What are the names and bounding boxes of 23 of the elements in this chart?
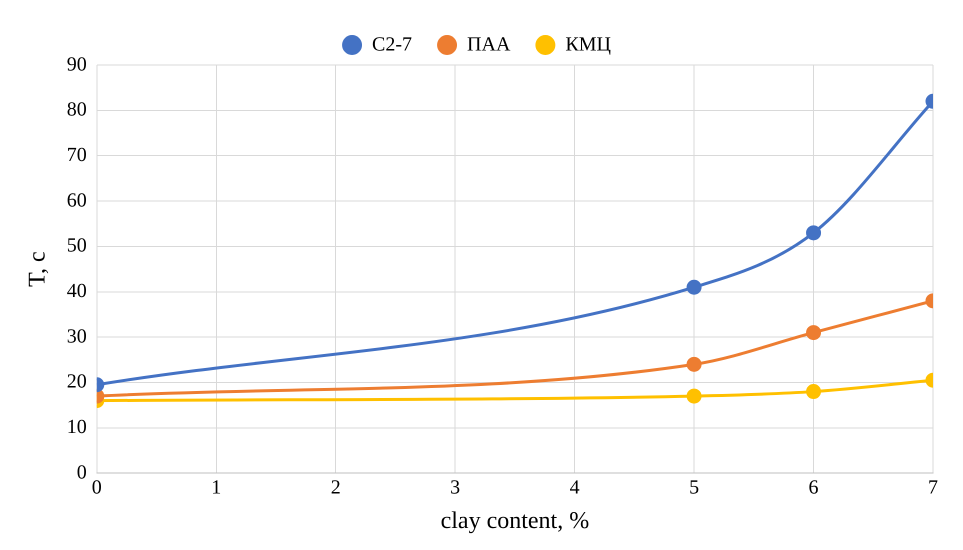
y-tick-label: 90 [66,53,87,76]
legend-label: ПАА [467,33,511,56]
x-tick-label: 2 [330,476,341,498]
x-tick-label: 6 [808,476,819,498]
x-tick-label: 0 [92,476,102,498]
x-tick-label: 1 [211,476,222,498]
y-tick-label: 30 [66,325,87,348]
legend-label: С2-7 [372,33,412,56]
x-tick-label: 3 [450,476,460,498]
y-tick-label: 80 [66,98,87,121]
y-tick-label: 40 [66,280,87,302]
x-tick-label: 7 [928,476,938,498]
y-tick-label: 10 [66,416,87,438]
y-tick-label: 50 [66,234,87,257]
y-tick-label: 0 [76,461,87,484]
y-axis-title: T, c [24,251,51,287]
x-tick-label: 5 [689,476,700,498]
legend-label: КМЦ [565,33,611,56]
y-tick-label: 20 [66,370,87,393]
y-tick-label: 60 [66,189,87,212]
y-tick-label: 70 [66,144,87,166]
x-tick-label: 4 [570,476,580,498]
x-axis-title: clay content, % [440,508,590,534]
